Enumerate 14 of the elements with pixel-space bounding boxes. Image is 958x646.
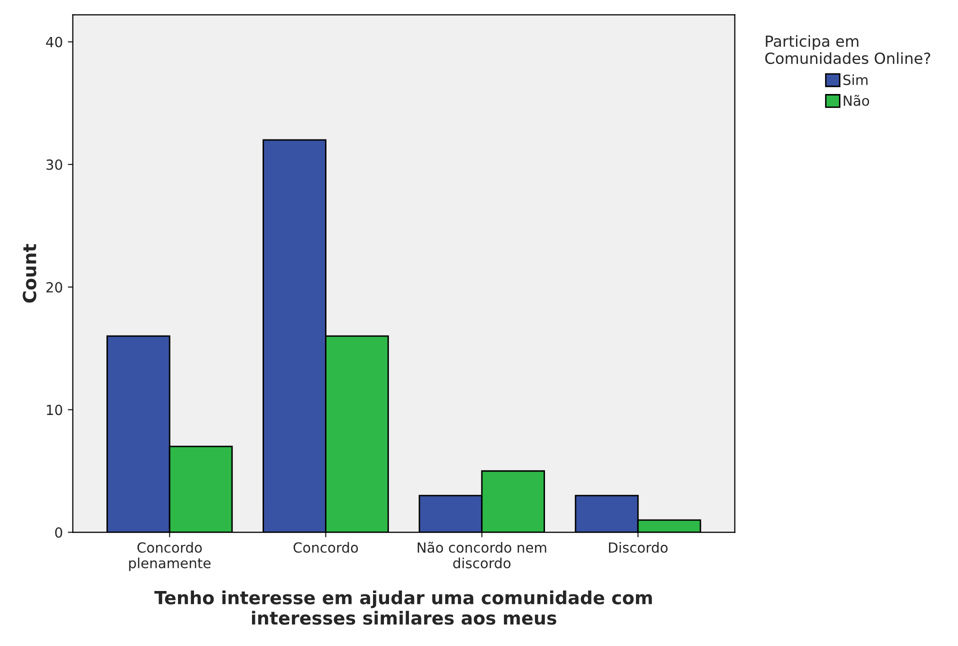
x-tick-label: Não concordo nem discordo [418, 542, 546, 568]
y-tick-label: 20 [46, 282, 62, 293]
y-tick-label: 30 [46, 159, 62, 170]
x-tick-label: Concordo plenamente [129, 542, 211, 572]
x-tick-label: Discordo [609, 542, 668, 553]
x-tick-label: Concordo [294, 542, 358, 553]
legend-label: Não [844, 94, 870, 106]
y-tick-label: 0 [55, 527, 62, 538]
y-tick-label: 40 [46, 36, 62, 48]
x-axis-title: Tenho interesse em ajudar uma comunidade com interesses similares aos meus [154, 590, 652, 625]
y-axis-title: Count [22, 244, 36, 303]
legend-title: Participa em Comunidades Online? [765, 35, 930, 64]
legend-label: Sim [843, 74, 868, 86]
y-tick-label: 10 [46, 404, 62, 416]
